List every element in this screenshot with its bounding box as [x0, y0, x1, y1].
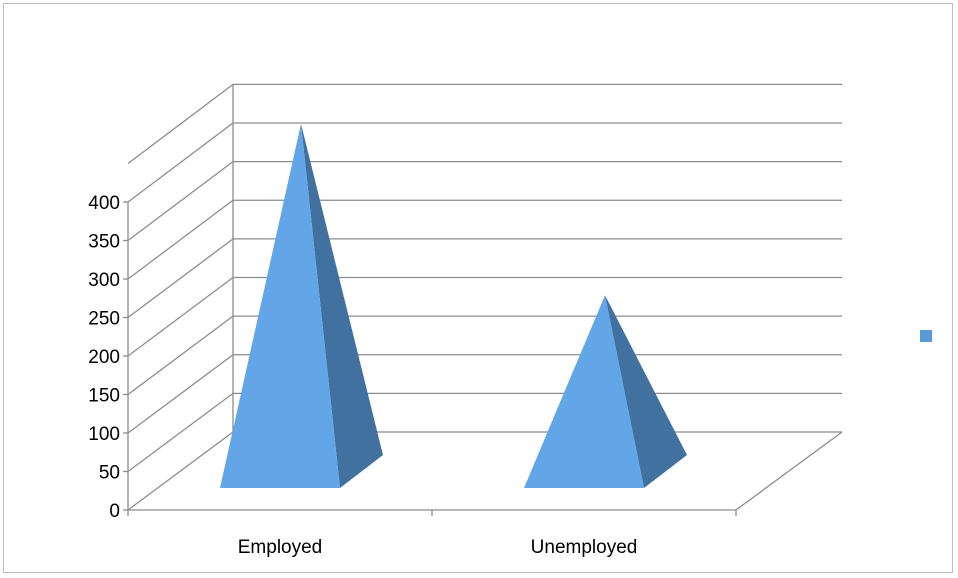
y-tick-label: 200 [88, 347, 120, 368]
gridline-side [127, 83, 234, 165]
gridline-side [127, 238, 234, 319]
gridline-side [127, 431, 234, 511]
gridline-side [127, 354, 234, 434]
x-tick-label: Employed [238, 537, 323, 558]
chart-frame [3, 3, 953, 573]
y-tick-label: 400 [88, 193, 120, 214]
pyramid-front-face [220, 123, 340, 489]
data-marks [220, 123, 687, 489]
gridline-side [127, 315, 234, 396]
pyramid-side-face [301, 123, 383, 489]
gridline-side [127, 199, 234, 280]
pyramid-bar [220, 123, 383, 489]
y-tick-label: 300 [88, 270, 120, 291]
y-tick-label: 250 [88, 309, 120, 330]
y-tick-label: 150 [88, 386, 120, 407]
floor-edge [735, 431, 843, 511]
gridline-side [127, 122, 234, 203]
gridline-side [127, 392, 234, 473]
legend-marker [920, 330, 932, 342]
y-tick-label: 50 [99, 463, 120, 484]
pyramid-side-face [605, 295, 687, 488]
gridline-side [127, 161, 234, 242]
legend [920, 330, 932, 342]
pyramid-bar [524, 295, 687, 488]
y-tick-label: 0 [109, 501, 120, 522]
y-tick-label: 350 [88, 232, 120, 253]
gridline-side [127, 276, 234, 357]
pyramid-front-face [524, 295, 644, 488]
x-tick-label: Unemployed [531, 537, 638, 558]
axis-labels: 0 50 100 150 200 250 300 350 400 Employed Unemploy… [88, 193, 637, 558]
y-tick-label: 100 [88, 424, 120, 445]
axes [123, 84, 843, 516]
